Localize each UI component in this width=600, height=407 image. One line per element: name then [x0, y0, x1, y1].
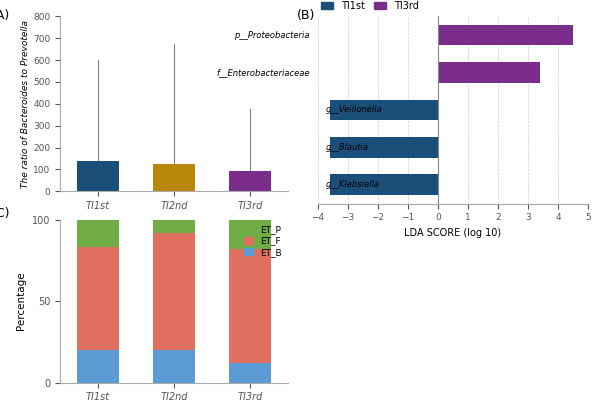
- Bar: [153, 350, 195, 383]
- Text: f__Enterobacteriaceae: f__Enterobacteriaceae: [217, 68, 310, 77]
- Bar: [77, 247, 119, 350]
- Bar: [229, 249, 271, 363]
- Bar: [77, 161, 119, 191]
- Text: p__Proteobacteria: p__Proteobacteria: [235, 31, 310, 39]
- Bar: [77, 350, 119, 383]
- Bar: [438, 62, 540, 83]
- Text: g__Blautia: g__Blautia: [326, 143, 369, 152]
- Bar: [153, 233, 195, 350]
- Bar: [330, 175, 438, 195]
- Bar: [438, 25, 573, 45]
- Y-axis label: Percentage: Percentage: [16, 272, 26, 330]
- Bar: [153, 164, 195, 191]
- Bar: [330, 137, 438, 158]
- Text: (C): (C): [0, 207, 10, 220]
- Bar: [330, 100, 438, 120]
- Bar: [229, 220, 271, 249]
- X-axis label: LDA SCORE (log 10): LDA SCORE (log 10): [404, 228, 502, 238]
- Bar: [229, 363, 271, 383]
- Legend: TI1st, TI3rd: TI1st, TI3rd: [317, 0, 422, 15]
- Text: g__Klebsiella: g__Klebsiella: [326, 180, 380, 189]
- Text: g__Veillonella: g__Veillonella: [326, 105, 383, 114]
- Text: (B): (B): [296, 9, 315, 22]
- Text: (A): (A): [0, 9, 10, 22]
- Legend: ET_P, ET_F, ET_B: ET_P, ET_F, ET_B: [241, 221, 286, 260]
- Bar: [153, 220, 195, 233]
- Y-axis label: The ratio of Bacteroides to Prevotella: The ratio of Bacteroides to Prevotella: [21, 20, 30, 188]
- Bar: [229, 171, 271, 191]
- Bar: [77, 220, 119, 247]
